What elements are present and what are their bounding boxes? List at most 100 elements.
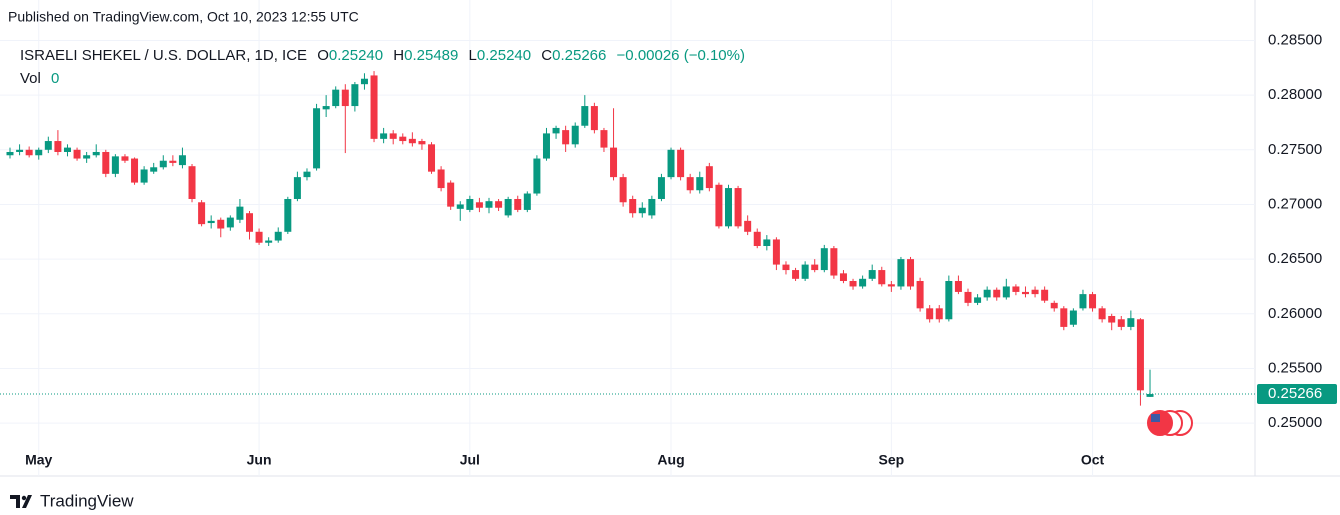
ohlc-key: O: [317, 47, 329, 64]
candle-body: [945, 280, 953, 320]
candle-body: [159, 160, 167, 168]
candle-body: [198, 202, 206, 225]
y-tick-label: 0.25000: [1268, 414, 1322, 431]
candle-body: [25, 149, 33, 156]
candle-body: [1079, 294, 1087, 309]
candle-body: [408, 138, 416, 144]
candle-body: [73, 149, 81, 159]
candle-body: [830, 248, 838, 276]
candle-body: [1108, 315, 1116, 323]
candle-body: [801, 264, 809, 279]
event-flags: [1147, 410, 1193, 436]
candle-body: [475, 202, 483, 208]
candle-body: [667, 149, 675, 178]
candle-body: [993, 289, 1001, 298]
candle-body: [1089, 294, 1097, 309]
candle-body: [447, 182, 455, 207]
candle-body: [657, 177, 665, 199]
candle-body: [935, 308, 943, 320]
y-tick-label: 0.26000: [1268, 305, 1322, 322]
candle-body: [63, 147, 71, 152]
candle-body: [1002, 286, 1010, 298]
candle-body: [1041, 289, 1049, 301]
ohlc-value: 0.25240: [329, 47, 383, 64]
candle-body: [380, 133, 388, 139]
candle-body: [696, 177, 704, 191]
candle-body: [887, 284, 895, 287]
candle-body: [542, 133, 550, 159]
candle-body: [648, 198, 656, 216]
candle-body: [1146, 394, 1154, 397]
candle-body: [1012, 286, 1020, 292]
candle-body: [188, 166, 196, 199]
ohlc-key: L: [469, 47, 477, 64]
candle-body: [725, 188, 732, 227]
candle-body: [399, 136, 407, 142]
candle-body: [169, 160, 177, 163]
candle-body: [974, 297, 982, 303]
candle-body: [983, 289, 991, 298]
candle-body: [859, 278, 867, 287]
candle-body: [131, 158, 139, 183]
change: −0.00026 (−0.10%): [617, 47, 745, 64]
candle-body: [907, 259, 915, 287]
candle-body: [246, 213, 253, 232]
candle-body: [504, 198, 512, 216]
candle-body: [1069, 310, 1077, 325]
candle-body: [638, 207, 646, 214]
candle-body: [523, 193, 531, 210]
y-tick-label: 0.28000: [1268, 86, 1322, 103]
candle-body: [150, 167, 158, 172]
volume-value: 0: [51, 70, 59, 87]
candle-body: [351, 84, 359, 107]
candle-body: [293, 177, 301, 199]
candle-body: [313, 108, 321, 169]
published-note: Published on TradingView.com, Oct 10, 20…: [8, 9, 359, 25]
x-tick-label: Aug: [657, 452, 684, 468]
candle-body: [265, 240, 273, 243]
last-price-tag: [1257, 384, 1337, 405]
candle-body: [897, 259, 905, 287]
candle-body: [456, 204, 464, 209]
candle-body: [1060, 308, 1068, 327]
candles: [0, 71, 1255, 406]
candle-body: [811, 264, 819, 271]
candle-body: [255, 231, 263, 243]
candle-body: [303, 171, 311, 178]
y-tick-label: 0.26500: [1268, 250, 1322, 267]
y-tick-label: 0.28500: [1268, 31, 1322, 48]
candle-body: [916, 280, 924, 309]
y-tick-label: 0.25500: [1268, 359, 1322, 376]
candle-body: [1050, 302, 1058, 309]
candle-body: [849, 280, 857, 287]
candle-body: [16, 149, 24, 152]
brand-logo: [10, 495, 32, 508]
candle-body: [878, 270, 886, 285]
candle-body: [322, 106, 330, 110]
volume-line: Vol 0: [20, 70, 59, 87]
candle-body: [437, 169, 445, 189]
candle-body: [782, 264, 790, 271]
candle-body: [102, 151, 110, 174]
candle-body: [734, 188, 742, 227]
candle-body: [610, 147, 618, 178]
candle-body: [83, 155, 91, 159]
candle-body: [581, 106, 589, 126]
candle-body: [820, 248, 828, 271]
candle-body: [92, 151, 100, 156]
candle-body: [629, 198, 637, 214]
candle-body: [763, 239, 771, 247]
candle-body: [1021, 291, 1029, 295]
candle-body: [868, 270, 876, 279]
ohlc-key: H: [393, 47, 404, 64]
candle-body: [466, 198, 474, 210]
candle-body: [418, 141, 426, 145]
ohlc-value: 0.25489: [404, 47, 458, 64]
candle-body: [341, 89, 349, 107]
last-price-label: 0.25266: [1268, 385, 1322, 402]
candle-body: [715, 184, 723, 227]
logo-mark: [10, 495, 32, 508]
symbol: ISRAELI SHEKEL / U.S. DOLLAR, 1D, ICE: [20, 47, 307, 64]
candle-body: [207, 220, 215, 224]
candle-body: [533, 158, 541, 194]
